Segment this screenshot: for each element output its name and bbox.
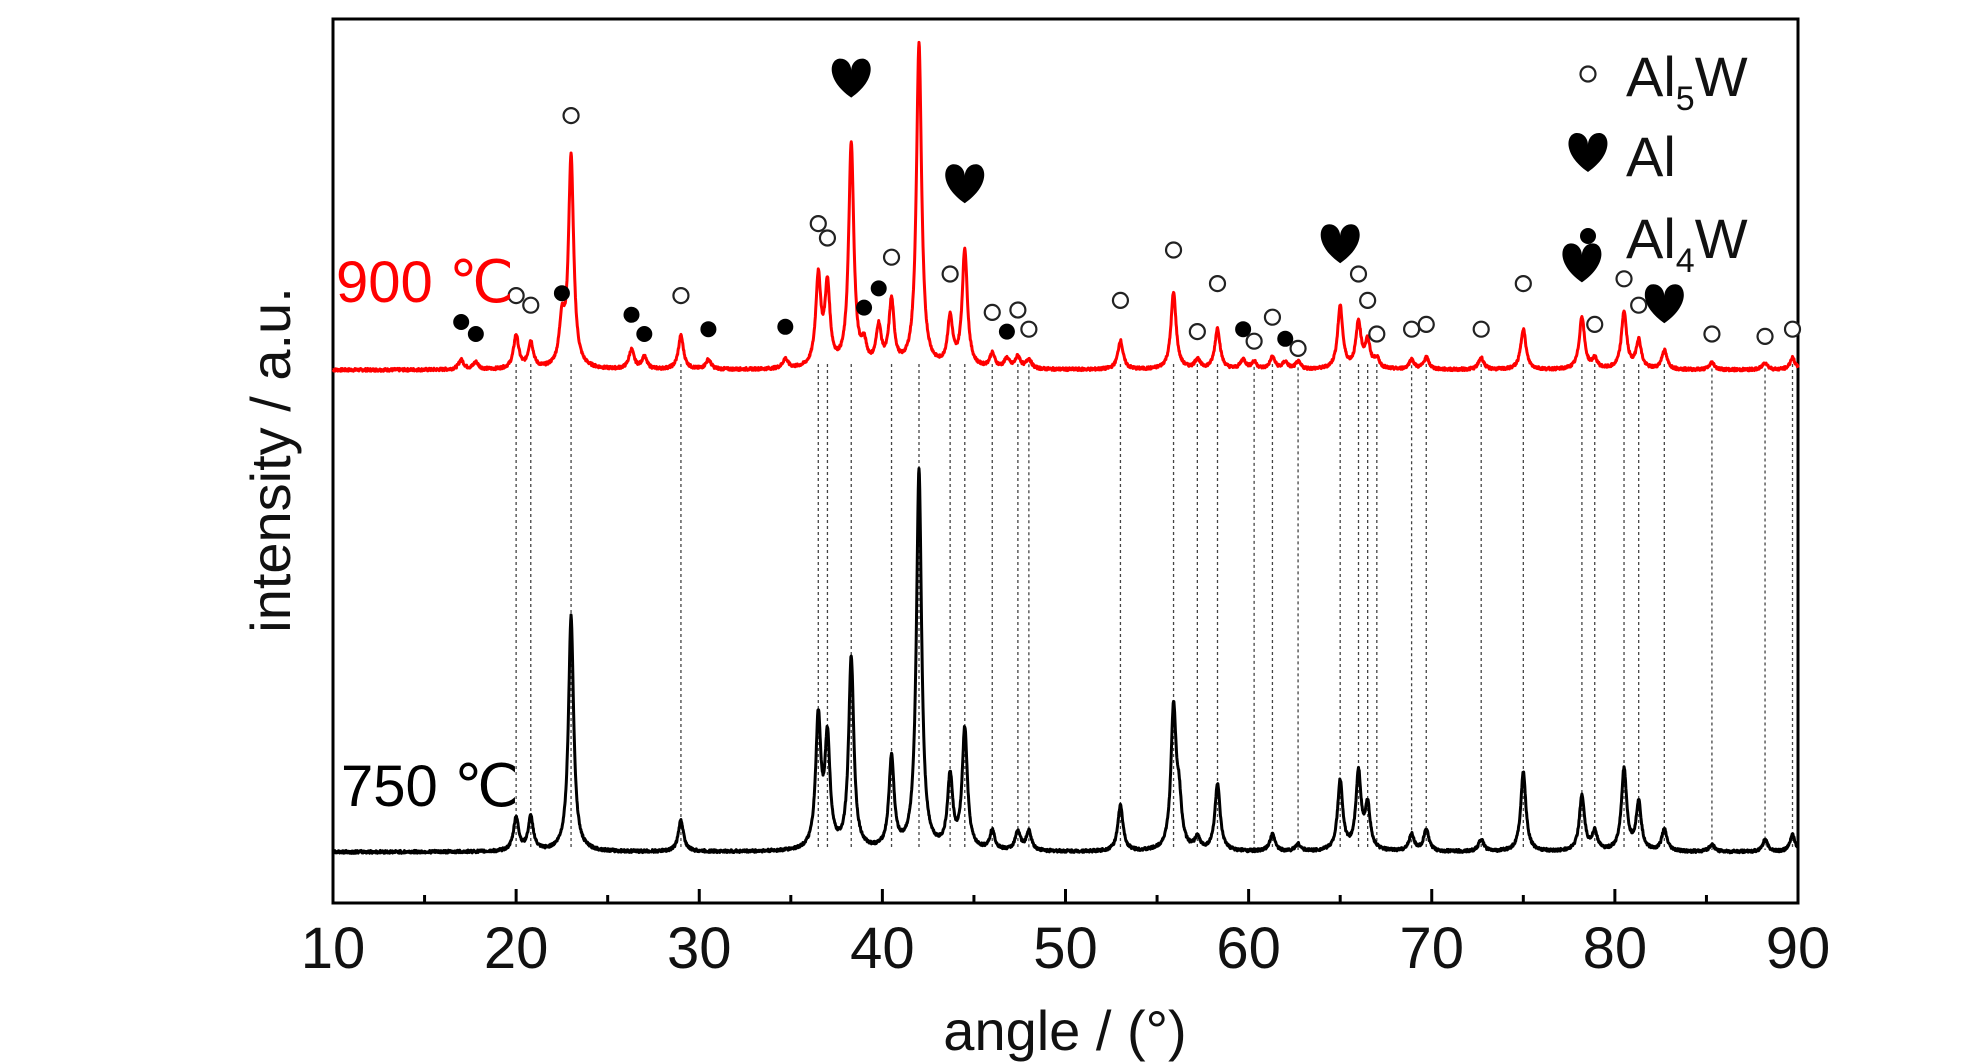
legend-marker: [1568, 133, 1608, 172]
al5w-marker: [1783, 320, 1802, 338]
al4w-marker: [553, 285, 570, 302]
series-line-0: [331, 40, 1800, 373]
al5w-marker: [522, 296, 540, 314]
al5w-marker: [1417, 315, 1435, 333]
x-tick-label: 60: [1216, 916, 1281, 981]
legend-item: Al: [1568, 125, 1676, 188]
al5w-marker: [941, 265, 959, 283]
x-tick-label: 10: [301, 916, 366, 981]
series-label-900: 900 ℃: [336, 250, 514, 315]
al5w-marker: [1289, 339, 1307, 357]
x-tick-label: 30: [667, 916, 732, 981]
al5w-marker: [1020, 320, 1038, 338]
reference-lines: [515, 364, 1794, 850]
legend-label: Al5W: [1626, 45, 1748, 118]
al5w-marker: [1586, 315, 1604, 333]
x-tick-label: 70: [1399, 916, 1464, 981]
al4w-marker: [998, 323, 1015, 340]
al5w-marker: [1514, 275, 1532, 293]
al5w-marker: [1164, 241, 1183, 259]
al-marker: [945, 164, 985, 204]
al5w-marker: [818, 229, 837, 247]
legend: Al5W Al Al4W: [1568, 45, 1748, 280]
al-marker: [1562, 243, 1602, 283]
al5w-marker: [1368, 325, 1386, 343]
al5w-marker: [672, 287, 690, 305]
al5w-marker: [1630, 296, 1648, 314]
al5w-marker: [1403, 320, 1421, 338]
al5w-marker: [562, 106, 580, 125]
al4w-marker: [856, 299, 873, 316]
legend-item: Al4W: [1580, 207, 1748, 280]
al5w-marker: [1245, 332, 1263, 350]
legend-marker: [1580, 228, 1596, 244]
al5w-marker: [1615, 270, 1633, 288]
al4w-marker: [777, 318, 794, 335]
al4w-marker: [623, 306, 640, 323]
al5w-marker: [507, 287, 525, 305]
y-axis-title: intensity / a.u.: [239, 287, 302, 633]
al-marker: [1644, 284, 1684, 324]
series-layer: [331, 40, 1800, 855]
x-tick-label: 90: [1766, 916, 1831, 981]
x-axis-ticks: [331, 889, 1800, 903]
al4w-marker: [467, 326, 484, 342]
x-tick-label: 20: [484, 916, 549, 981]
legend-label: Al: [1626, 125, 1676, 188]
al4w-marker: [870, 280, 887, 297]
al5w-marker: [1263, 308, 1282, 326]
al5w-marker: [1188, 323, 1206, 341]
al5w-marker: [1703, 325, 1721, 343]
phase-markers: [453, 58, 1802, 357]
al4w-marker: [1277, 330, 1294, 347]
x-tick-label: 40: [850, 916, 915, 981]
al5w-marker: [1359, 291, 1377, 309]
series-line-1: [331, 467, 1800, 855]
al5w-marker: [983, 303, 1001, 321]
al5w-marker: [1009, 301, 1027, 319]
series-label-750: 750 ℃: [341, 754, 519, 819]
al4w-marker: [453, 314, 470, 330]
legend-marker: [1579, 65, 1597, 83]
al4w-marker: [636, 326, 653, 342]
al5w-marker: [882, 248, 901, 266]
legend-label: Al4W: [1626, 207, 1748, 280]
x-tick-label: 80: [1583, 916, 1648, 981]
al5w-marker: [1472, 320, 1490, 338]
al4w-marker: [1235, 321, 1252, 338]
al5w-marker: [1208, 275, 1227, 293]
al4w-marker: [700, 321, 717, 338]
x-tick-label: 50: [1033, 916, 1098, 981]
al5w-marker: [1111, 291, 1130, 309]
al5w-marker: [809, 215, 827, 233]
x-axis-tick-labels: 10 20 30 40 50 60 70 80 90: [301, 916, 1831, 981]
legend-item: Al5W: [1579, 45, 1748, 118]
al-marker: [831, 58, 871, 98]
al5w-marker: [1349, 265, 1368, 283]
x-axis-title: angle / (°): [943, 999, 1186, 1062]
al-marker: [1320, 224, 1360, 264]
al5w-marker: [1756, 327, 1774, 345]
